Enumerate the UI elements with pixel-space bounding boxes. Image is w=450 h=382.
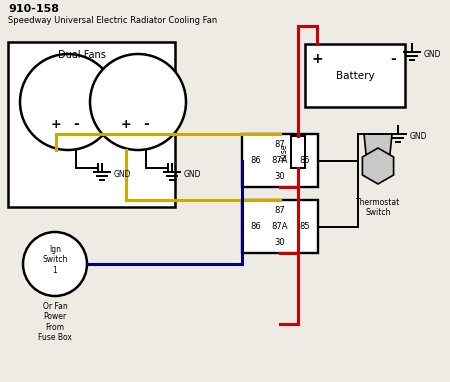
Circle shape: [20, 54, 116, 150]
Text: Thermostat
Switch: Thermostat Switch: [356, 198, 400, 217]
Text: -: -: [143, 117, 149, 131]
Text: Speedway Universal Electric Radiator Cooling Fan: Speedway Universal Electric Radiator Coo…: [8, 16, 217, 25]
Text: Fuse: Fuse: [279, 143, 288, 161]
Text: +: +: [51, 118, 61, 131]
Text: 87: 87: [274, 140, 285, 149]
Text: +: +: [121, 118, 131, 131]
Bar: [242, 134, 318, 187]
Bar: [305, 44, 405, 107]
Text: 85: 85: [299, 222, 310, 231]
Text: GND: GND: [410, 131, 427, 141]
Text: Dual Fans: Dual Fans: [58, 50, 105, 60]
Text: Or Fan
Power
From
Fuse Box: Or Fan Power From Fuse Box: [38, 302, 72, 342]
Text: 86: 86: [250, 156, 261, 165]
Text: 30: 30: [274, 172, 285, 181]
Text: -: -: [73, 117, 79, 131]
Text: GND: GND: [424, 50, 441, 58]
Text: 85: 85: [299, 156, 310, 165]
Text: GND: GND: [114, 170, 131, 178]
Text: Battery: Battery: [336, 71, 374, 81]
Text: 87A: 87A: [272, 222, 288, 231]
Text: 86: 86: [250, 222, 261, 231]
Text: 30: 30: [274, 238, 285, 247]
Circle shape: [90, 54, 186, 150]
Bar: [242, 200, 318, 253]
Circle shape: [23, 232, 87, 296]
Text: 910-158: 910-158: [8, 4, 59, 14]
Bar: [8, 42, 175, 207]
Text: Ign
Switch
1: Ign Switch 1: [42, 245, 68, 275]
Text: GND: GND: [184, 170, 202, 178]
Text: 87A: 87A: [272, 156, 288, 165]
Text: -: -: [390, 52, 396, 66]
Polygon shape: [364, 134, 392, 154]
Text: +: +: [311, 52, 323, 66]
Polygon shape: [362, 148, 394, 184]
Bar: [291, 136, 305, 168]
Text: 87: 87: [274, 206, 285, 215]
